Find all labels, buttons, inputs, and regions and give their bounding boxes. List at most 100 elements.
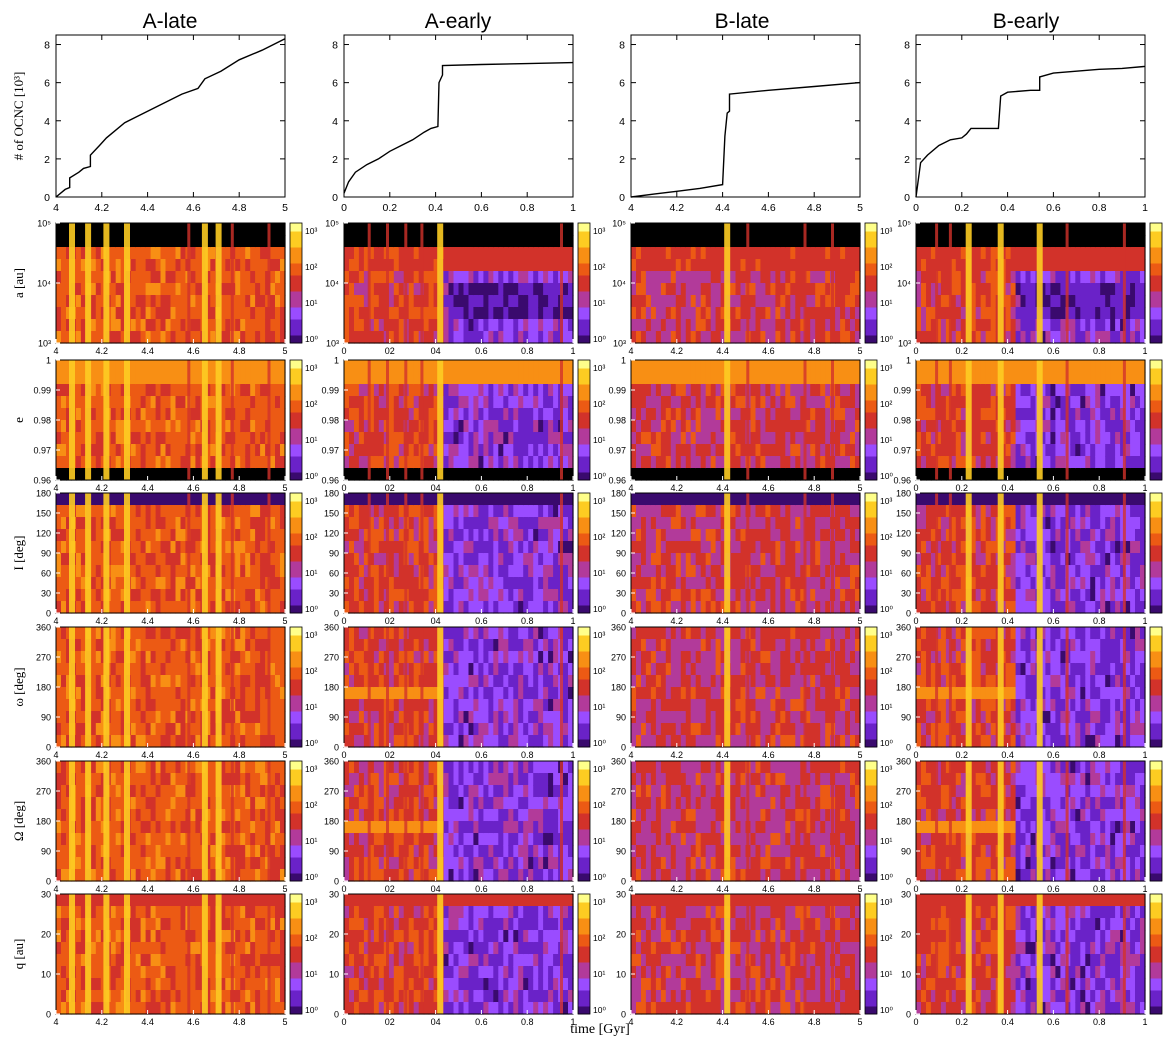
event-stripe [1036,223,1043,343]
heatmap-cell [685,408,692,421]
heatmap-cell [280,493,286,506]
heatmap-cell [645,247,652,260]
heatmap-cell [960,456,967,469]
heatmap-cell [660,456,667,469]
heatmap-cell [170,319,177,332]
heatmap-cell [553,384,559,397]
heatmap-cell [800,319,806,332]
heatmap-cell [970,235,977,248]
heatmap-cell [75,235,82,248]
heatmap-cell [945,283,952,296]
heatmap-cell [468,444,475,457]
heatmap-cell [349,307,355,320]
heatmap-cell [1060,295,1066,308]
heatmap-cell [1120,432,1126,445]
heatmap-cell [950,444,957,457]
heatmap-cell [210,601,216,614]
heatmap-cell [270,432,276,445]
heatmap-cell [378,529,385,542]
heatmap-cell [1095,223,1101,236]
heatmap-cell [1010,360,1017,373]
heatmap-cell [740,468,747,481]
colorbar-step [578,251,590,256]
heatmap-cell [478,283,484,296]
heatmap-cell [155,517,162,530]
x-tick-label: 4.8 [808,483,821,493]
heatmap-cell [255,235,261,248]
heatmap-cell [810,432,816,445]
heatmap-cell [538,331,544,344]
heatmap-cell [705,235,712,248]
heatmap-cell [680,372,687,385]
heatmap-cell [960,235,967,248]
heatmap-cell [150,444,157,457]
x-tick-label: 0.8 [1093,483,1106,493]
heatmap-cell [790,372,796,385]
heatmap-cell [363,384,370,397]
heatmap-cell [160,259,167,272]
heatmap-cell [413,331,420,344]
heatmap-cell [970,307,977,320]
colorbar-step [865,400,877,405]
heatmap-cell [508,360,514,373]
heatmap-cell [95,271,102,284]
heatmap-cell [349,493,355,506]
heatmap-cell [660,444,667,457]
heatmap-cell [1030,360,1037,373]
heatmap-cell [240,223,246,236]
heatmap-cell [155,384,162,397]
heatmap-cell [1075,432,1081,445]
heatmap-cell [275,553,281,566]
heatmap-cell [1090,307,1096,320]
heatmap-cell [140,601,147,614]
heatmap-cell [1095,331,1101,344]
heatmap-cell [1025,360,1032,373]
colorbar-step [1150,404,1162,409]
heatmap-cell [358,432,365,445]
colorbar-step [865,376,877,381]
heatmap-cell [275,517,281,530]
heatmap-cell [523,235,529,248]
heatmap-cell [855,432,861,445]
heatmap-cell [378,259,385,272]
heatmap-cell [705,396,712,409]
heatmap-cell [80,223,87,236]
heatmap-cell [190,372,196,385]
heatmap-cell [388,384,395,397]
heatmap-cell [1055,384,1061,397]
heatmap-cell [940,247,947,260]
heatmap-cell [423,456,430,469]
heatmap-cell [363,541,370,554]
heatmap-cell [195,444,201,457]
heatmap-cell [150,331,157,344]
heatmap-cell [775,468,781,481]
heatmap-cell [970,283,977,296]
heatmap-cell [160,360,167,373]
heatmap-cell [354,319,360,332]
heatmap-cell [1120,396,1126,409]
heatmap-cell [1090,223,1096,236]
heatmap-cell [120,408,127,421]
heatmap-cell [780,384,786,397]
heatmap-cell [503,259,509,272]
heatmap-cell [210,295,216,308]
heatmap-cell [110,589,117,602]
heatmap-cell [453,235,460,248]
heatmap-cell [280,505,286,518]
heatmap-cell [670,235,677,248]
heatmap-cell [975,283,982,296]
heatmap-cell [695,468,702,481]
colorbar-step [578,335,590,340]
heatmap-cell [700,283,707,296]
heatmap-cell [730,283,737,296]
heatmap-cell [1085,420,1091,433]
heatmap-cell [1090,396,1096,409]
col-title-b-late: B-late [715,10,770,33]
heatmap-cell [61,360,67,373]
heatmap-cell [528,468,534,481]
heatmap-cell [240,541,246,554]
heatmap-cell [921,360,927,373]
heatmap-cell [845,283,851,296]
colorbar-step [578,307,590,312]
heatmap-cell [135,408,142,421]
